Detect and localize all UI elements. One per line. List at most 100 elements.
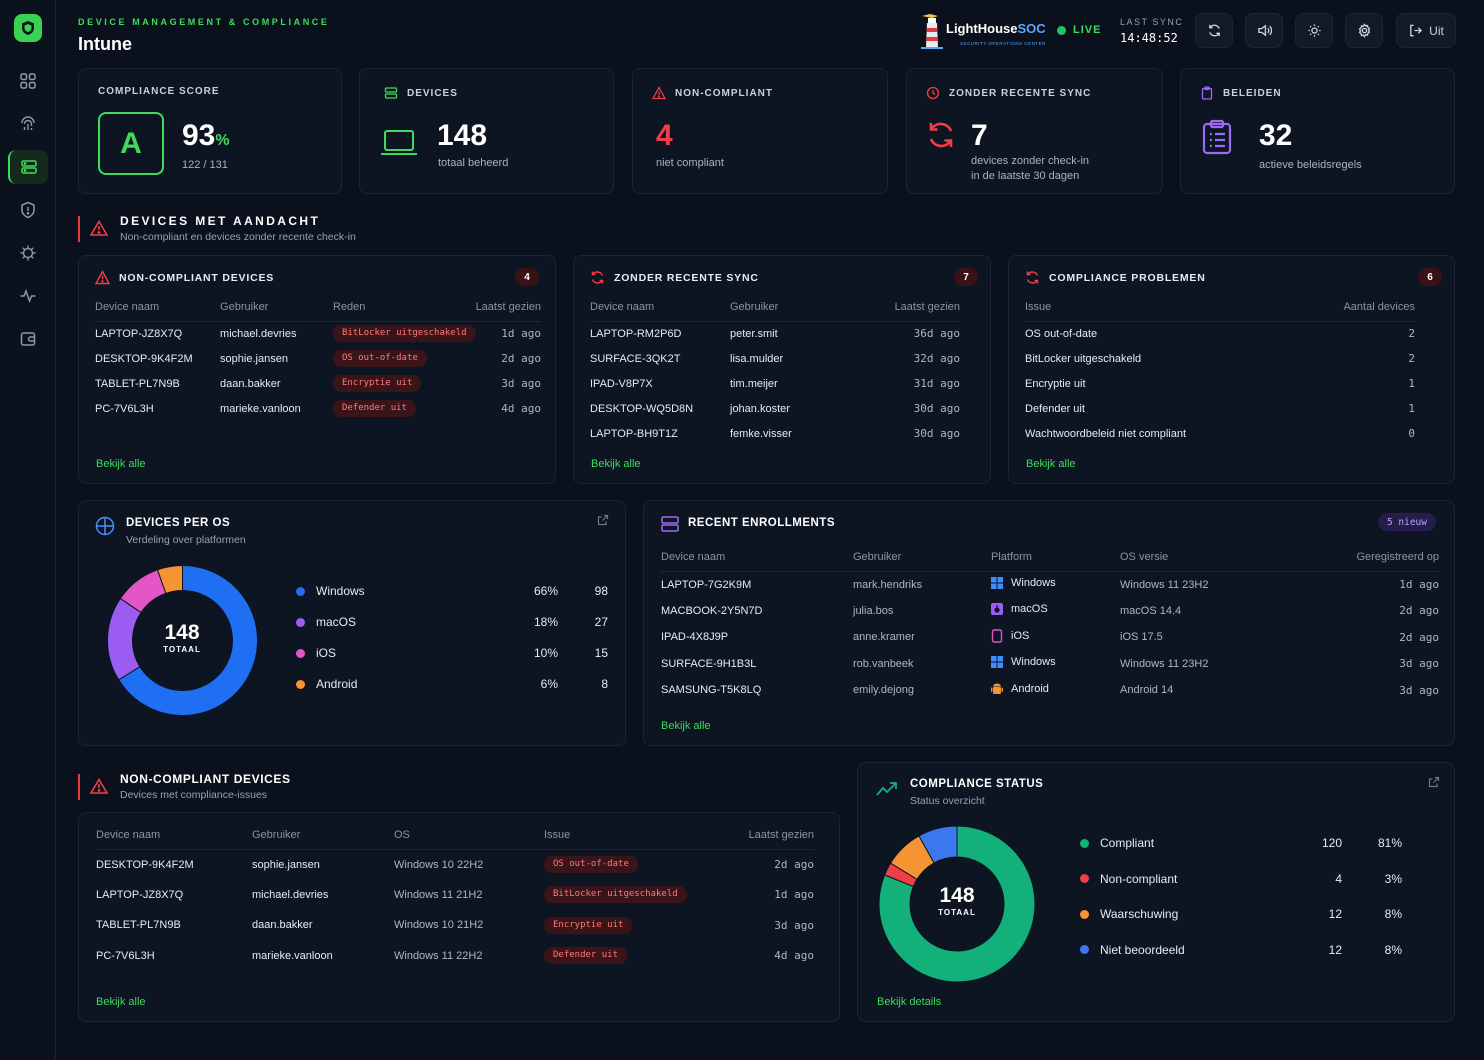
view-all-link[interactable]: Bekijk alle xyxy=(591,458,641,470)
compliance-score-card: COMPLIANCE SCORE A 93% 122 / 131 xyxy=(78,68,342,194)
issue: OS out-of-date xyxy=(544,849,729,880)
attention-subtitle: Non-compliant en devices zonder recente … xyxy=(120,231,356,243)
theme-button[interactable] xyxy=(1295,13,1333,48)
brand-logo: LightHouseSOC SECURITY OPERATIONS CENTER xyxy=(918,12,1048,50)
table-row[interactable]: LAPTOP-7G2K9M mark.hendriks Windows Windows… xyxy=(661,571,1439,598)
nav-dashboard-grid-icon[interactable] xyxy=(8,64,48,98)
windows-icon xyxy=(991,656,1003,669)
legend-dot-icon xyxy=(1080,838,1089,848)
nav-activity-icon[interactable] xyxy=(8,279,48,313)
devices-value: 148 xyxy=(437,119,488,152)
table-row[interactable]: MACBOOK-2Y5N7D julia.bos macOS macOS 14.4 2d… xyxy=(661,598,1439,625)
policies-card[interactable]: BELEIDEN 32 actieve beleidsregels xyxy=(1180,68,1455,194)
logout-button[interactable]: Uit xyxy=(1396,13,1456,48)
legend-percent: 81% xyxy=(1377,836,1402,850)
os-version: macOS 14.4 xyxy=(1120,604,1182,617)
nav-wallet-icon[interactable] xyxy=(8,322,48,356)
table-row[interactable]: BitLocker uitgeschakeld 2 xyxy=(1025,346,1415,371)
nav-virus-icon[interactable] xyxy=(8,236,48,270)
nav-devices-icon[interactable] xyxy=(8,150,48,184)
table-row[interactable]: SURFACE-9H1B3L rob.vanbeek Windows Windows … xyxy=(661,651,1439,678)
table-row[interactable]: SURFACE-3QK2T lisa.mulder 32d ago xyxy=(590,346,960,371)
legend-count: 8 xyxy=(601,677,608,691)
table-row[interactable]: SAMSUNG-T5K8LQ emily.dejong Android Android… xyxy=(661,677,1439,704)
device-name: DESKTOP-WQ5D8N xyxy=(590,402,694,415)
table-row[interactable]: Defender uit 1 xyxy=(1025,396,1415,421)
nav-fingerprint-icon[interactable] xyxy=(8,107,48,141)
table-row[interactable]: DESKTOP-9K4F2M sophie.jansen OS out-of-dat… xyxy=(95,346,541,371)
devices-card[interactable]: DEVICES 148 totaal beheerd xyxy=(359,68,614,194)
enrollments-table: Device naam Gebruiker Platform OS versie… xyxy=(661,543,1439,704)
sound-button[interactable] xyxy=(1245,13,1283,48)
top-header: DEVICE MANAGEMENT & COMPLIANCE Intune Li… xyxy=(56,0,1484,62)
legend-item[interactable]: Compliant 120 81% xyxy=(1080,836,1402,850)
count-badge: 4 xyxy=(515,268,539,286)
issue-name: Encryptie uit xyxy=(1025,377,1086,390)
warning-icon xyxy=(652,86,666,100)
external-link-icon[interactable] xyxy=(1428,776,1440,788)
nav-shield-icon[interactable] xyxy=(8,193,48,227)
legend-percent: 8% xyxy=(1384,942,1402,957)
legend-item[interactable]: macOS 18% 27 xyxy=(296,615,608,629)
external-link-icon[interactable] xyxy=(597,514,609,526)
table-row[interactable]: TABLET-PL7N9B daan.bakker Windows 10 21H2 E… xyxy=(96,910,814,941)
donut-slice-compliant[interactable] xyxy=(878,825,1036,983)
settings-button[interactable] xyxy=(1345,13,1383,48)
col-header: Gebruiker xyxy=(220,293,333,322)
table-row[interactable]: Wachtwoordbeleid niet compliant 0 xyxy=(1025,421,1415,446)
view-all-link[interactable]: Bekijk alle xyxy=(1026,458,1076,470)
table-row[interactable]: LAPTOP-JZ8X7Q michael.devries BitLocker ui… xyxy=(95,321,541,346)
table-row[interactable]: IPAD-V8P7X tim.meijer 31d ago xyxy=(590,371,960,396)
legend-dot-icon xyxy=(296,617,305,627)
live-indicator: LIVE xyxy=(1057,24,1101,36)
sidebar xyxy=(0,0,56,1060)
legend-item[interactable]: Android 6% 8 xyxy=(296,677,608,691)
table-row[interactable]: PC-7V6L3H marieke.vanloon Defender uit 4d a… xyxy=(95,396,541,421)
legend-item[interactable]: Waarschuwing 12 8% xyxy=(1080,907,1402,921)
user-name: rob.vanbeek xyxy=(853,657,914,670)
legend-item[interactable]: iOS 10% 15 xyxy=(296,646,608,660)
device-count: 2 xyxy=(1408,352,1415,365)
recent-enrollments-panel: RECENT ENROLLMENTS 5 nieuw Device naam G… xyxy=(643,500,1455,746)
platform: iOS xyxy=(991,624,1120,651)
view-details-link[interactable]: Bekijk details xyxy=(877,996,942,1008)
view-all-link[interactable]: Bekijk alle xyxy=(661,720,711,732)
last-seen: 4d ago xyxy=(501,402,541,415)
noncompliant-card[interactable]: NON-COMPLIANT 4 niet compliant xyxy=(632,68,888,194)
user-name: daan.bakker xyxy=(252,919,313,932)
legend-item[interactable]: Niet beoordeeld 12 8% xyxy=(1080,943,1402,957)
legend-dot-icon xyxy=(296,648,305,658)
table-row[interactable]: OS out-of-date 2 xyxy=(1025,321,1415,346)
donut-slice-android[interactable] xyxy=(156,564,183,594)
section-accent-bar xyxy=(78,216,80,242)
legend-count: 4 xyxy=(1335,871,1342,886)
view-all-link[interactable]: Bekijk alle xyxy=(96,996,146,1008)
table-row[interactable]: IPAD-4X8J9P anne.kramer iOS iOS 17.5 2d ago xyxy=(661,624,1439,651)
table-row[interactable]: PC-7V6L3H marieke.vanloon Windows 11 22H2 D… xyxy=(96,941,814,972)
legend-item[interactable]: Non-compliant 4 3% xyxy=(1080,872,1402,886)
os-donut-chart xyxy=(107,564,258,716)
donut-slice-niet-beoordeeld[interactable] xyxy=(918,825,958,864)
last-seen: 30d ago xyxy=(913,402,960,415)
section-accent-bar xyxy=(78,774,80,800)
refresh-button[interactable] xyxy=(1195,13,1233,48)
table-row[interactable]: Encryptie uit 1 xyxy=(1025,371,1415,396)
view-all-link[interactable]: Bekijk alle xyxy=(96,458,146,470)
issue-badge: BitLocker uitgeschakeld xyxy=(332,325,476,343)
app-logo-shield-icon[interactable] xyxy=(14,14,42,42)
table-row[interactable]: DESKTOP-9K4F2M sophie.jansen Windows 10 22… xyxy=(96,849,814,880)
legend-item[interactable]: Windows 66% 98 xyxy=(296,584,608,598)
table-row[interactable]: LAPTOP-JZ8X7Q michael.devries Windows 11 2… xyxy=(96,880,814,911)
table-row[interactable]: TABLET-PL7N9B daan.bakker Encryptie uit 3d … xyxy=(95,371,541,396)
noncompliant-sub: niet compliant xyxy=(656,157,724,169)
last-seen: 31d ago xyxy=(913,377,960,390)
nosync-card[interactable]: ZONDER RECENTE SYNC 7 devices zonder che… xyxy=(906,68,1163,194)
table-row[interactable]: LAPTOP-RM2P6D peter.smit 36d ago xyxy=(590,321,960,346)
panel-title: NON-COMPLIANT DEVICES xyxy=(95,270,274,285)
donut-slice-macos[interactable] xyxy=(107,597,142,681)
last-seen: 3d ago xyxy=(774,918,814,932)
donut-slice-windows[interactable] xyxy=(117,564,258,716)
issue-name: Wachtwoordbeleid niet compliant xyxy=(1025,427,1187,440)
table-row[interactable]: LAPTOP-BH9T1Z femke.visser 30d ago xyxy=(590,421,960,446)
table-row[interactable]: DESKTOP-WQ5D8N johan.koster 30d ago xyxy=(590,396,960,421)
